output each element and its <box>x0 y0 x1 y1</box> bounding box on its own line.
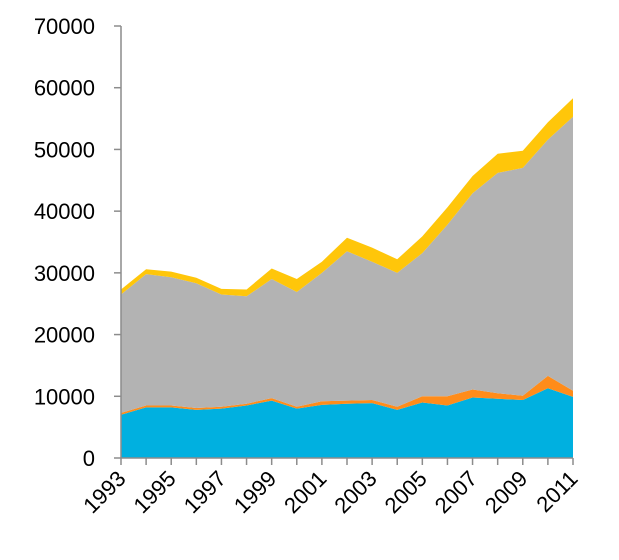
x-tick-label: 2009 <box>480 466 532 518</box>
area-series-3 <box>121 116 573 413</box>
area-series-2 <box>121 375 573 415</box>
y-tick-label: 50000 <box>34 137 95 162</box>
x-tick-label: 1993 <box>78 466 130 518</box>
y-tick-label: 0 <box>83 446 95 471</box>
x-tick-label: 2003 <box>329 466 381 518</box>
y-tick-label: 40000 <box>34 199 95 224</box>
x-tick-label: 1999 <box>229 466 281 518</box>
chart-areas <box>121 98 573 458</box>
x-tick-label: 2007 <box>430 466 482 518</box>
x-tick-label: 2001 <box>279 466 331 518</box>
y-tick-label: 20000 <box>34 323 95 348</box>
y-tick-label: 70000 <box>34 14 95 39</box>
area-series-4 <box>121 98 573 297</box>
chart-axes <box>114 25 574 465</box>
x-tick-label: 2011 <box>531 466 582 517</box>
x-tick-label: 2005 <box>380 466 432 518</box>
x-tick-label: 1997 <box>179 466 231 518</box>
x-tick-label: 1995 <box>128 466 180 518</box>
y-tick-label: 10000 <box>34 384 95 409</box>
y-axis-tick-labels: 0 10000 20000 30000 40000 50000 60000 70000 <box>34 14 95 471</box>
area-series-1 <box>121 388 573 458</box>
y-tick-label: 30000 <box>34 261 95 286</box>
y-tick-label: 60000 <box>34 76 95 101</box>
